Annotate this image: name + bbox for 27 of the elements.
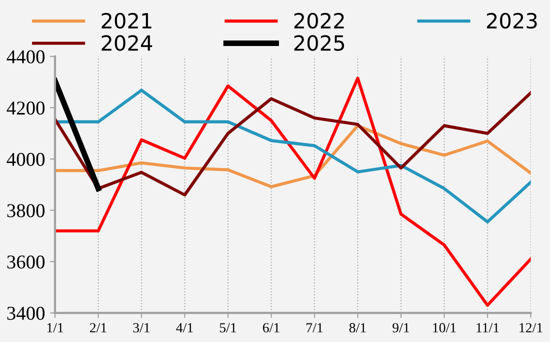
x-tick-label: 7/1	[306, 323, 323, 332]
line-series	[55, 88, 531, 224]
x-tick-label: 2/1	[90, 323, 106, 332]
x-tick-label: 9/1	[392, 323, 410, 332]
x-tick-label: 8/1	[349, 323, 366, 332]
x-tick-label: 12/1	[520, 323, 542, 332]
x-tick-label: 5/1	[220, 323, 236, 332]
line-series	[55, 91, 531, 196]
legend-label: 2025	[294, 35, 344, 51]
y-tick-label: 4200	[6, 102, 45, 115]
legend-label: 2024	[102, 35, 152, 51]
y-tick-label: 3800	[7, 204, 45, 218]
x-tick-label: 11/1	[476, 323, 499, 332]
x-tick-label: 10/1	[433, 323, 456, 332]
x-tick-label: 4/1	[176, 323, 193, 332]
legend-label: 2023	[486, 12, 537, 29]
x-tick-label: 1/1	[47, 323, 64, 332]
line-series	[55, 124, 531, 188]
legend-label: 2022	[294, 12, 344, 29]
y-tick-label: 3400	[7, 306, 45, 320]
x-tick-label: 3/1	[133, 323, 150, 332]
x-tick-label: 6/1	[262, 323, 280, 332]
legend-label: 2021	[102, 12, 152, 29]
line-series	[55, 76, 531, 307]
y-tick-label: 4000	[6, 152, 45, 166]
y-tick-label: 3600	[7, 255, 45, 269]
y-tick-label: 4400	[6, 50, 45, 64]
